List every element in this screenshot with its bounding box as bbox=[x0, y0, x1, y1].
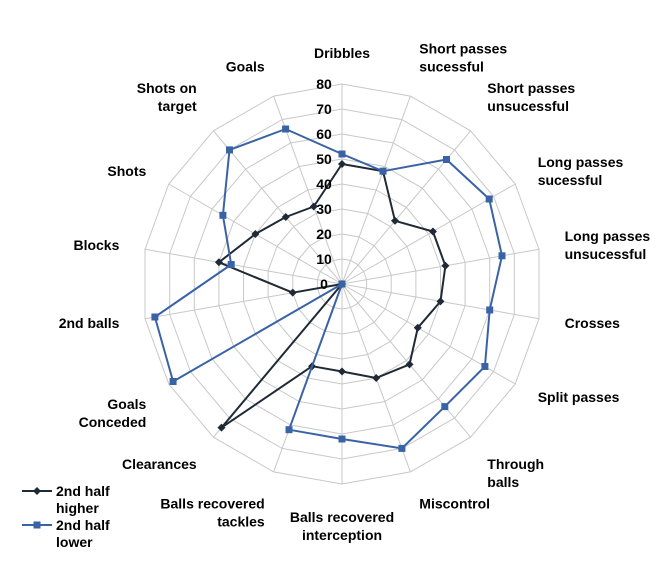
series-1 bbox=[214, 160, 450, 432]
data-point bbox=[481, 363, 489, 370]
legend-item: 2nd half higher bbox=[22, 483, 110, 516]
data-point bbox=[214, 258, 223, 267]
category-label: Miscontrol bbox=[419, 495, 490, 511]
data-point bbox=[372, 373, 381, 382]
data-point bbox=[338, 280, 346, 288]
grid-spoke bbox=[341, 248, 540, 285]
category-label: 2nd balls bbox=[59, 315, 120, 331]
category-labels: Dribbles Short passes sucessful Short passe… bbox=[59, 41, 650, 543]
category-label: Clearances bbox=[122, 456, 197, 472]
radial-axis-ticks: 0 10 20 30 40 50 60 70 80 bbox=[316, 76, 332, 292]
data-point bbox=[486, 306, 494, 314]
data-point bbox=[405, 360, 414, 369]
tick-label: 50 bbox=[316, 151, 332, 167]
data-point bbox=[338, 435, 346, 443]
tick-label: 20 bbox=[316, 226, 332, 242]
category-label: Goals Conceded bbox=[79, 396, 147, 430]
legend-label: 2nd half lower bbox=[56, 517, 110, 550]
data-point bbox=[227, 261, 235, 268]
data-point bbox=[338, 160, 346, 168]
category-label: Short passes sucessful bbox=[419, 41, 507, 75]
category-label: Shots on target bbox=[137, 80, 197, 114]
data-point bbox=[436, 297, 445, 306]
category-label: Dribbles bbox=[314, 45, 370, 61]
data-point bbox=[338, 150, 346, 158]
category-label: Goals bbox=[226, 59, 265, 75]
legend-marker bbox=[33, 521, 41, 529]
legend-item: 2nd half lower bbox=[22, 517, 110, 550]
data-point bbox=[379, 167, 387, 175]
data-point bbox=[282, 125, 290, 133]
legend-label: 2nd half higher bbox=[56, 483, 110, 516]
series-2 bbox=[151, 125, 506, 452]
category-label: Split passes bbox=[538, 389, 620, 405]
data-point bbox=[441, 261, 450, 270]
data-point bbox=[485, 195, 493, 203]
data-point bbox=[309, 202, 318, 211]
data-point bbox=[413, 323, 422, 332]
data-point bbox=[285, 426, 293, 434]
data-point bbox=[169, 378, 177, 385]
category-label: Crosses bbox=[565, 315, 620, 331]
data-point bbox=[281, 212, 290, 221]
grid-spoke bbox=[341, 283, 471, 438]
category-label: Balls recovered tackles bbox=[160, 495, 265, 529]
grid-spoke bbox=[341, 95, 411, 285]
data-point bbox=[217, 423, 226, 432]
data-point bbox=[251, 230, 260, 238]
data-point bbox=[219, 211, 227, 219]
category-label: Balls recovered interception bbox=[290, 509, 394, 543]
category-label: Blocks bbox=[73, 237, 119, 253]
grid-spoke bbox=[144, 248, 343, 285]
data-point bbox=[338, 367, 346, 376]
legend-marker bbox=[33, 487, 41, 495]
data-point bbox=[498, 252, 506, 260]
tick-label: 60 bbox=[316, 126, 332, 142]
category-label: Long passes sucessful bbox=[538, 154, 624, 188]
category-label: Long passes unsucessful bbox=[565, 228, 650, 262]
tick-label: 0 bbox=[320, 276, 328, 292]
grid-spoke bbox=[213, 130, 343, 285]
category-label: Through balls bbox=[487, 456, 544, 490]
tick-label: 80 bbox=[316, 76, 332, 92]
tick-label: 40 bbox=[316, 176, 332, 192]
tick-label: 30 bbox=[316, 201, 332, 217]
data-point bbox=[398, 444, 406, 452]
data-point bbox=[441, 403, 449, 411]
grid-spoke bbox=[341, 130, 471, 285]
data-point bbox=[226, 146, 233, 154]
data-point bbox=[391, 216, 400, 225]
data-point bbox=[443, 156, 450, 163]
category-label: Short passes unsucessful bbox=[487, 80, 575, 114]
tick-label: 70 bbox=[316, 101, 332, 117]
category-label: Shots bbox=[107, 163, 146, 179]
radar-series bbox=[151, 125, 506, 452]
data-point bbox=[151, 313, 159, 321]
tick-label: 10 bbox=[316, 251, 332, 267]
data-point bbox=[288, 288, 297, 297]
data-point bbox=[428, 227, 437, 236]
